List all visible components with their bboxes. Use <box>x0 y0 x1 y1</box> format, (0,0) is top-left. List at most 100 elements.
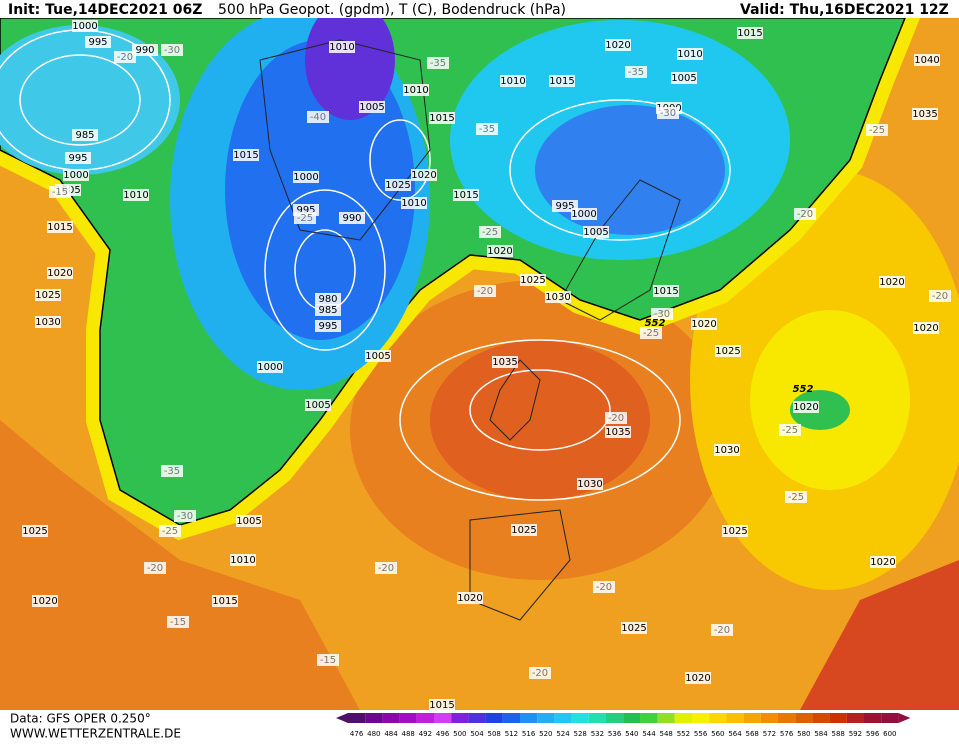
temperature-label: -20 <box>117 52 133 63</box>
high-field <box>430 340 650 500</box>
label-box <box>492 356 518 368</box>
label-box <box>487 245 513 257</box>
colorbar-tick-label: 564 <box>728 730 742 738</box>
pressure-label: 1025 <box>385 180 410 191</box>
label-box <box>230 554 256 566</box>
colorbar-swatch <box>846 713 864 723</box>
pressure-label: 1005 <box>236 516 261 527</box>
colorbar-tick-label: 584 <box>814 730 828 738</box>
colorbar-tick-label: 500 <box>453 730 466 738</box>
colorbar-tick-label: 552 <box>677 730 690 738</box>
label-box <box>685 672 711 684</box>
label-box <box>35 316 61 328</box>
label-box <box>403 84 429 96</box>
pressure-label: 1015 <box>47 222 72 233</box>
label-box <box>691 318 717 330</box>
label-box <box>47 267 73 279</box>
map-title: 500 hPa Geopot. (gpdm), T (C), Bodendruc… <box>218 2 566 18</box>
temperature-label: -35 <box>628 67 644 78</box>
colorbar-tick-label: 580 <box>797 730 810 738</box>
label-box <box>545 291 571 303</box>
label-box <box>257 361 283 373</box>
colorbar-tick-label: 536 <box>608 730 622 738</box>
colorbar-tick-label: 476 <box>350 730 364 738</box>
temperature-label: -20 <box>378 563 394 574</box>
pressure-label: 1005 <box>365 351 390 362</box>
label-box <box>794 208 816 220</box>
label-box <box>520 274 546 286</box>
pressure-label: 995 <box>318 321 337 332</box>
pressure-label: 1035 <box>492 357 517 368</box>
temperature-label: -15 <box>52 187 68 198</box>
label-box <box>429 699 455 711</box>
isobar <box>369 119 431 201</box>
pressure-label: 1010 <box>123 190 148 201</box>
temperature-label: -30 <box>177 511 193 522</box>
label-box <box>161 465 183 477</box>
label-box <box>411 169 437 181</box>
pressure-label: 1015 <box>653 286 678 297</box>
isobar <box>469 369 611 451</box>
label-box <box>144 562 166 574</box>
pressure-label: 990 <box>342 213 361 224</box>
colorbar-swatch <box>606 713 624 723</box>
pressure-label: 1010 <box>230 555 255 566</box>
purple-field <box>305 0 395 120</box>
label-box <box>294 212 316 224</box>
label-box <box>72 20 98 32</box>
pressure-label: 1035 <box>605 427 630 438</box>
temperature-label: -40 <box>310 112 326 123</box>
label-box <box>22 525 48 537</box>
colorbar-arrow <box>898 713 911 723</box>
pressure-label: 1020 <box>870 557 895 568</box>
label-box <box>571 208 597 220</box>
pressure-label: 1020 <box>879 277 904 288</box>
colorbar-tick-label: 532 <box>591 730 604 738</box>
pressure-label: 1025 <box>621 623 646 634</box>
colorbar-tick-label: 516 <box>522 730 536 738</box>
green-field <box>790 390 850 430</box>
colorbar-swatch <box>468 713 486 723</box>
label-box <box>657 107 679 119</box>
label-box <box>605 412 627 424</box>
isobar <box>264 189 386 351</box>
pressure-label: 990 <box>135 45 154 56</box>
pressure-label: 1025 <box>22 526 47 537</box>
colorbar-swatch <box>812 713 830 723</box>
temperature-label: -30 <box>660 108 676 119</box>
label-box <box>474 285 496 297</box>
label-box <box>401 197 427 209</box>
colorbar-swatch <box>520 713 538 723</box>
pressure-label: 1010 <box>403 85 428 96</box>
label-box <box>653 285 679 297</box>
label-box <box>476 123 498 135</box>
temperature-label: -25 <box>162 526 178 537</box>
colorbar-swatch <box>554 713 572 723</box>
colorbar-swatch <box>640 713 658 723</box>
temperature-label: -25 <box>782 425 798 436</box>
colorbar-tick-label: 592 <box>849 730 862 738</box>
label-box <box>32 595 58 607</box>
colorbar-swatch <box>623 713 641 723</box>
colorbar-swatch <box>416 713 434 723</box>
pressure-label: 1020 <box>47 268 72 279</box>
colorbar-swatch <box>571 713 589 723</box>
colorbar-tick-label: 496 <box>436 730 450 738</box>
label-box <box>427 57 449 69</box>
colorbar-tick-label: 548 <box>660 730 673 738</box>
colorbar-swatch <box>743 713 761 723</box>
colorbar-swatch <box>657 713 675 723</box>
colorbar-swatch <box>795 713 813 723</box>
pressure-label: 1020 <box>913 323 938 334</box>
label-box <box>715 345 741 357</box>
geopotential-label: 552 <box>645 318 666 329</box>
temperature-label: -30 <box>654 309 670 320</box>
pressure-label: 1010 <box>677 49 702 60</box>
colorbar-tick-label: 524 <box>556 730 570 738</box>
pressure-label: 1030 <box>714 445 739 456</box>
colorbar-swatch <box>881 713 899 723</box>
colorbar-tick-label: 508 <box>488 730 501 738</box>
colorbar-tick-label: 596 <box>866 730 880 738</box>
pressure-label: 1000 <box>63 170 88 181</box>
